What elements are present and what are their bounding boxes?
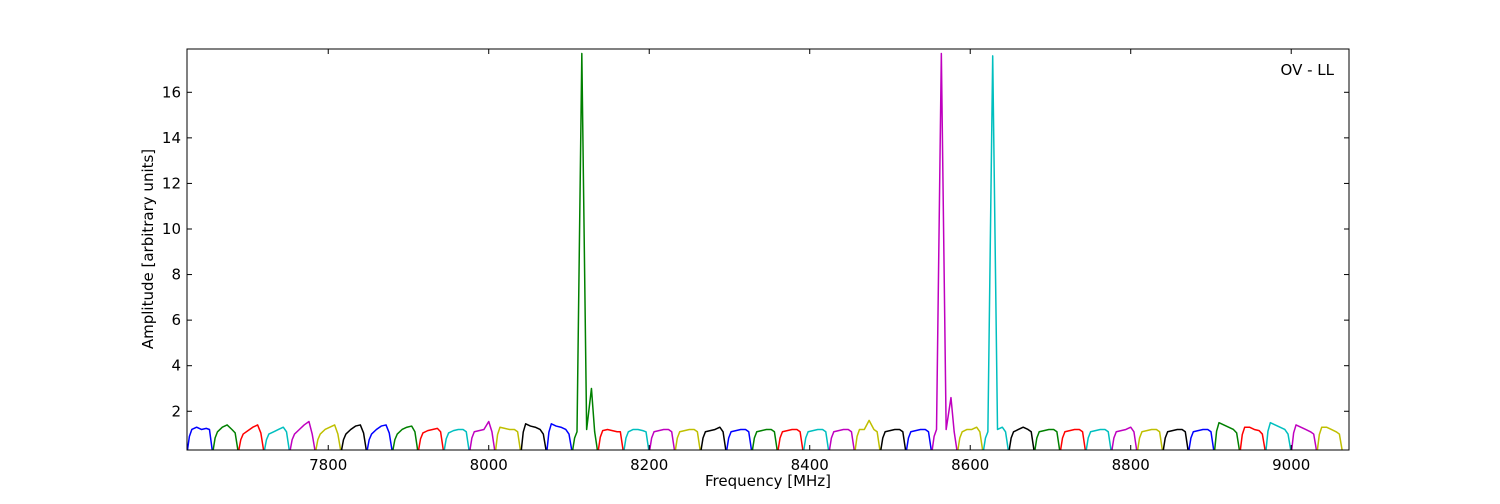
x-tick-label: 8600 bbox=[951, 456, 989, 474]
series-line bbox=[520, 423, 547, 451]
x-tick-label: 9000 bbox=[1272, 456, 1310, 474]
series-line bbox=[751, 428, 778, 451]
x-tick-label: 8200 bbox=[630, 456, 668, 474]
series-line bbox=[957, 426, 984, 451]
series-line bbox=[1213, 421, 1241, 451]
series-line bbox=[700, 426, 727, 451]
x-axis-label: Frequency [MHz] bbox=[705, 472, 831, 490]
series-line bbox=[905, 428, 932, 451]
series-line bbox=[931, 52, 958, 451]
series-line bbox=[674, 428, 701, 451]
plot-frame bbox=[186, 48, 1350, 451]
y-tick-label: 12 bbox=[162, 174, 181, 192]
series-line bbox=[623, 428, 650, 451]
series-line bbox=[1085, 428, 1112, 451]
x-tick-label: 8400 bbox=[791, 456, 829, 474]
series-line bbox=[546, 423, 573, 451]
series-line bbox=[469, 420, 496, 451]
series-line bbox=[392, 425, 419, 451]
y-tick-label: 6 bbox=[171, 311, 181, 329]
series-line bbox=[854, 419, 881, 451]
series-line bbox=[1162, 428, 1189, 451]
x-tick-label: 8800 bbox=[1112, 456, 1150, 474]
y-tick-label: 4 bbox=[171, 357, 181, 375]
series-line bbox=[1136, 428, 1164, 451]
series-line bbox=[1265, 421, 1292, 451]
series-line bbox=[263, 426, 290, 451]
series-line bbox=[315, 424, 342, 451]
axes-layer: 7800 8000 8200 8400 8600 8800 9000 2 4 6 8 10 12 14 16 bbox=[162, 48, 1350, 474]
series-line bbox=[1059, 428, 1087, 451]
x-tick-label: 7800 bbox=[309, 456, 347, 474]
series-line bbox=[571, 52, 599, 451]
series-line bbox=[982, 55, 1010, 451]
y-tick-label: 2 bbox=[171, 402, 181, 420]
series-line bbox=[597, 428, 624, 451]
series-line bbox=[1008, 426, 1035, 451]
series-line bbox=[366, 424, 393, 451]
series-line bbox=[443, 428, 470, 451]
series-line bbox=[186, 426, 213, 451]
y-axis-label: Amplitude [arbitrary units] bbox=[139, 149, 157, 349]
series-line bbox=[880, 428, 907, 451]
series-line bbox=[1034, 428, 1061, 451]
series-line bbox=[1316, 426, 1343, 451]
series-line bbox=[1111, 426, 1138, 451]
series-line bbox=[212, 424, 239, 451]
y-tick-label: 10 bbox=[162, 220, 181, 238]
y-tick-label: 8 bbox=[171, 266, 181, 284]
series-line bbox=[803, 428, 830, 451]
series-line bbox=[828, 428, 855, 451]
chart-annotation: OV - LL bbox=[1281, 61, 1335, 79]
series-line bbox=[417, 427, 445, 451]
series-line bbox=[238, 424, 265, 451]
y-tick-label: 14 bbox=[162, 129, 181, 147]
series-line bbox=[726, 428, 753, 451]
series-line bbox=[494, 426, 522, 451]
series-line bbox=[648, 428, 676, 451]
series-line bbox=[340, 424, 368, 451]
series-line bbox=[1188, 428, 1215, 451]
series-layer bbox=[186, 52, 1343, 451]
x-tick-label: 8000 bbox=[470, 456, 508, 474]
series-line bbox=[777, 428, 804, 451]
series-line bbox=[1290, 424, 1318, 451]
y-tick-label: 16 bbox=[162, 83, 181, 101]
series-line bbox=[289, 420, 316, 451]
series-line bbox=[1239, 426, 1266, 451]
